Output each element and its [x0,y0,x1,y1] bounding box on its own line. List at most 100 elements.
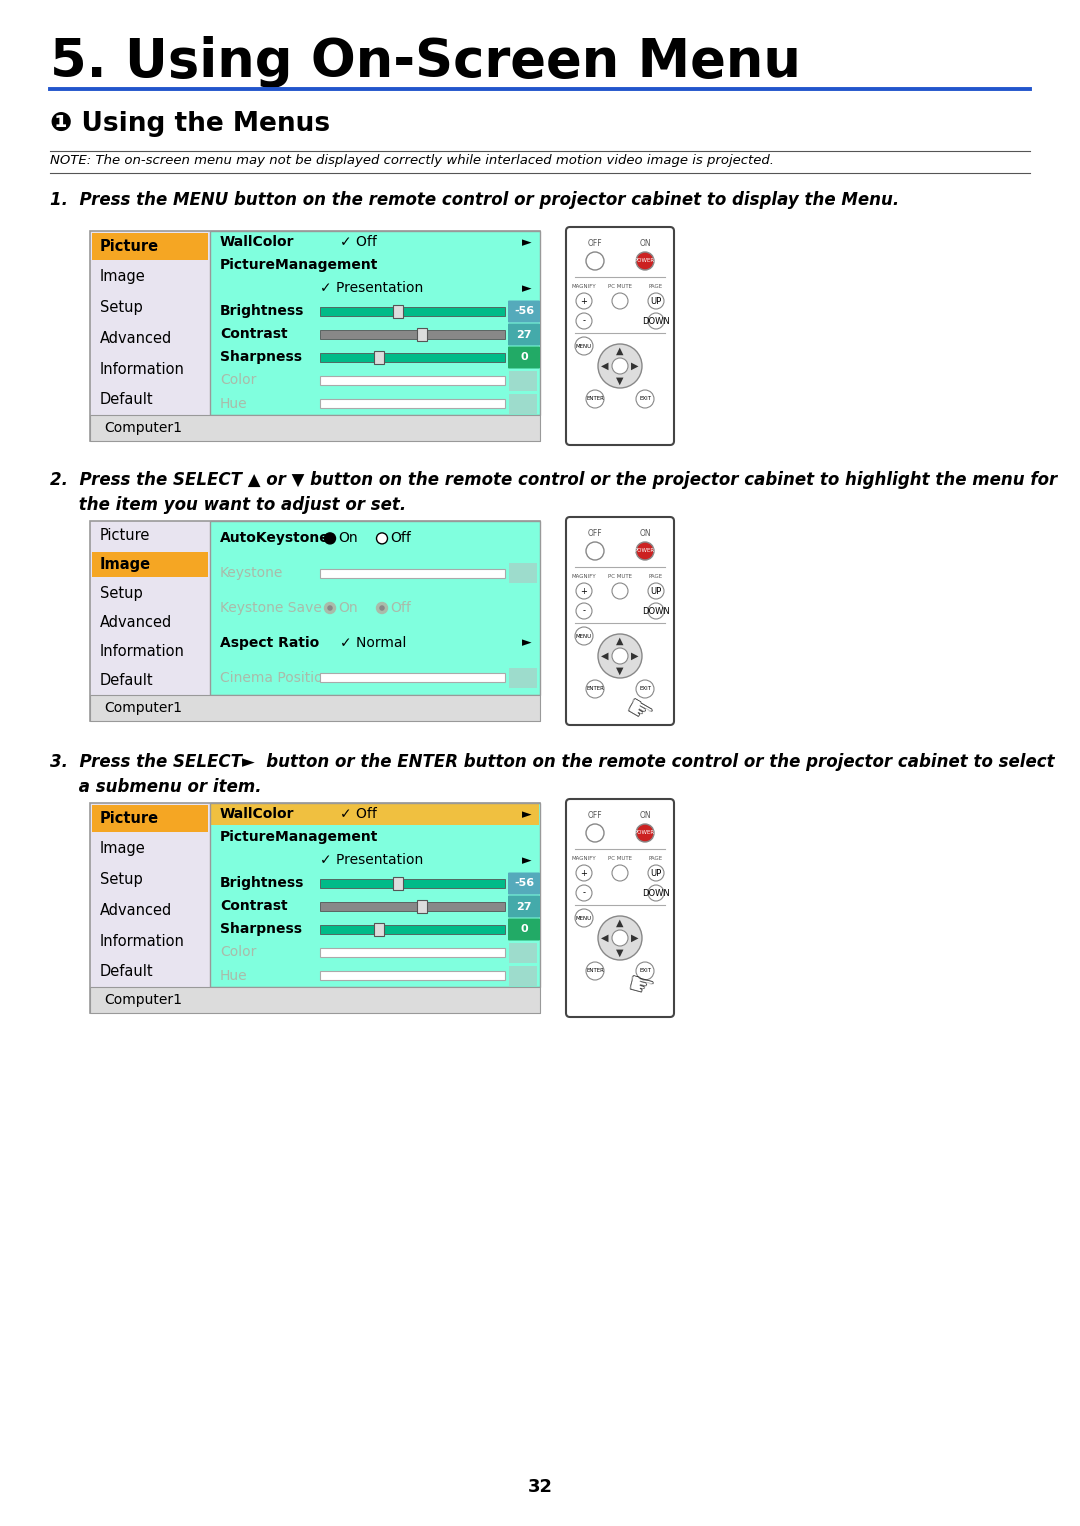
Text: ✓ Normal: ✓ Normal [340,636,406,650]
Circle shape [636,252,654,270]
Text: -: - [582,888,585,897]
Text: ENTER: ENTER [586,687,604,691]
Bar [320,948,505,957]
Circle shape [636,961,654,980]
Text: Information: Information [100,934,185,949]
Text: ON: ON [639,810,651,819]
Circle shape [586,252,604,270]
FancyBboxPatch shape [508,346,540,368]
Circle shape [612,359,627,374]
Circle shape [612,293,627,308]
Text: ◀: ◀ [602,362,609,371]
Text: -: - [582,316,585,325]
Text: ▼: ▼ [617,948,624,958]
Circle shape [598,633,642,678]
Text: UP: UP [650,586,662,595]
Text: 0: 0 [521,353,528,363]
Circle shape [586,542,604,560]
Text: +: + [581,296,588,305]
Text: Image: Image [100,270,146,284]
Text: -56: -56 [514,879,535,888]
Bar [320,673,505,682]
Text: Hue: Hue [220,969,247,983]
Bar [90,803,540,1013]
Text: Computer1: Computer1 [104,700,183,716]
Text: Keystone: Keystone [220,566,283,580]
Circle shape [377,533,388,543]
Text: ▲: ▲ [617,919,624,928]
Text: ◀: ◀ [602,652,609,661]
Text: 1.  Press the MENU button on the remote control or projector cabinet to display : 1. Press the MENU button on the remote c… [50,191,900,209]
FancyBboxPatch shape [508,896,540,917]
Bar [509,966,537,986]
Bar [417,328,427,340]
Text: Contrast: Contrast [220,328,287,342]
Text: WallColor: WallColor [220,807,295,821]
Text: ►: ► [523,636,532,649]
Text: POWER: POWER [635,258,656,264]
Text: ◀: ◀ [602,932,609,943]
Text: ▶: ▶ [631,362,638,371]
Text: WallColor: WallColor [220,235,295,249]
Circle shape [324,603,336,613]
Circle shape [576,293,592,308]
Text: ▲: ▲ [617,346,624,356]
Text: EXIT: EXIT [639,687,651,691]
Bar [509,943,537,963]
Text: -: - [582,606,585,615]
Text: PAGE: PAGE [649,284,663,290]
FancyBboxPatch shape [508,324,540,345]
Bar [509,563,537,583]
Text: UP: UP [650,296,662,305]
Text: Advanced: Advanced [100,903,172,917]
Text: NOTE: The on-screen menu may not be displayed correctly while interlaced motion : NOTE: The on-screen menu may not be disp… [50,154,774,166]
Bar [90,694,540,720]
Bar [417,900,427,913]
Bar [90,230,540,441]
Circle shape [586,681,604,697]
Bar [320,925,505,934]
FancyBboxPatch shape [566,800,674,1016]
Bar [393,877,403,890]
Text: Setup: Setup [100,873,143,887]
Bar [509,371,537,391]
Bar [509,667,537,688]
Text: EXIT: EXIT [639,969,651,974]
Text: Information: Information [100,644,185,659]
Text: Default: Default [100,392,153,407]
Text: ►: ► [523,807,532,821]
Text: UP: UP [650,868,662,877]
Text: DOWN: DOWN [643,606,670,615]
Circle shape [586,961,604,980]
Text: Cinema Position: Cinema Position [220,670,332,685]
Text: PictureManagement: PictureManagement [220,258,378,273]
Bar [320,375,505,385]
Text: ☞: ☞ [623,971,657,1006]
Text: MAGNIFY: MAGNIFY [571,284,596,290]
Text: -56: -56 [514,307,535,316]
Bar [210,520,540,694]
Text: AutoKeystone: AutoKeystone [220,531,329,545]
Text: ▼: ▼ [617,665,624,676]
Text: ✓ Presentation: ✓ Presentation [320,853,423,867]
Circle shape [377,603,388,613]
Text: OFF: OFF [588,238,603,247]
Text: PC MUTE: PC MUTE [608,284,632,290]
Circle shape [598,916,642,960]
Text: Color: Color [220,946,256,960]
Circle shape [575,337,593,356]
Bar [210,230,540,415]
FancyBboxPatch shape [566,517,674,725]
Bar [210,803,540,987]
Circle shape [612,865,627,881]
FancyBboxPatch shape [508,919,540,940]
Bar [210,803,540,987]
Text: EXIT: EXIT [639,397,651,401]
Bar [320,902,505,911]
Text: 27: 27 [516,902,531,911]
Text: ON: ON [639,238,651,247]
Text: ❶ Using the Menus: ❶ Using the Menus [50,111,330,137]
Bar [320,398,505,407]
Bar [92,552,208,577]
Text: On: On [338,601,359,615]
